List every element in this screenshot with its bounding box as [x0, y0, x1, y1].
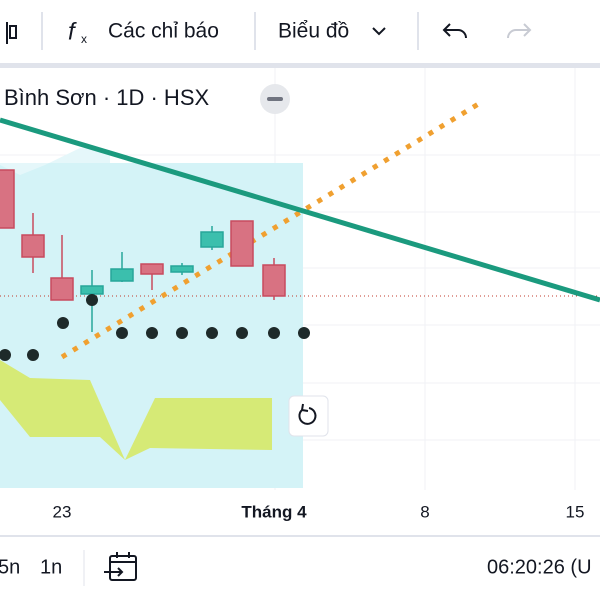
reset-icon	[298, 403, 317, 425]
x-label: 23	[53, 502, 72, 521]
chart-title: Bình Sơn · 1D · HSX	[4, 85, 209, 110]
toolbar-separator	[0, 63, 600, 68]
cloud-edge	[0, 148, 110, 175]
fx-icon-x[interactable]: x	[81, 32, 87, 46]
chart-type-button[interactable]: Biểu đồ	[278, 20, 349, 43]
dots	[0, 294, 310, 361]
reset-button[interactable]	[288, 395, 329, 437]
cloud	[0, 360, 272, 460]
x-label: Tháng 4	[241, 502, 307, 521]
range-button[interactable]: 5n	[0, 556, 20, 578]
x-label: 8	[420, 502, 429, 521]
toolbar-icons	[6, 12, 532, 50]
fx-icon[interactable]: f	[68, 18, 77, 45]
goto-date-icon[interactable]	[104, 552, 137, 581]
toolbar	[0, 0, 600, 62]
candles	[0, 169, 286, 332]
trend-line	[0, 117, 600, 303]
trend-dotted	[60, 100, 482, 360]
collapse-icon	[267, 97, 283, 101]
indicators-button[interactable]: Các chỉ báo	[108, 20, 219, 43]
x-label: 15	[566, 502, 585, 521]
range-button[interactable]: 1n	[40, 556, 62, 578]
clock: 06:20:26 (U	[487, 556, 592, 578]
